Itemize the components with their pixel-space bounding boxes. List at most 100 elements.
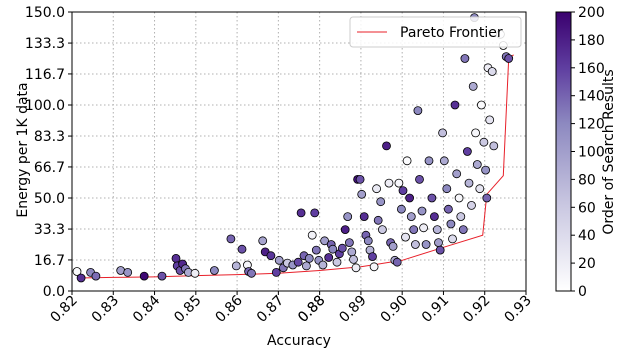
- data-point: [171, 253, 181, 263]
- data-point: [476, 100, 486, 110]
- data-point: [489, 141, 499, 151]
- y-tick-label: 66.7: [34, 160, 65, 176]
- data-point: [332, 257, 342, 267]
- data-point: [91, 271, 101, 281]
- data-point: [487, 67, 497, 76]
- data-point: [452, 169, 462, 179]
- data-point: [266, 251, 276, 261]
- data-point: [357, 189, 367, 199]
- data-point: [429, 212, 439, 222]
- data-point: [293, 257, 303, 267]
- colorbar-gradient: [555, 11, 572, 292]
- pareto-frontier-line: [78, 54, 514, 279]
- data-point: [355, 174, 365, 184]
- data-point: [504, 54, 514, 63]
- data-point: [369, 262, 379, 272]
- data-point: [410, 240, 420, 249]
- data-point: [351, 263, 361, 273]
- colorbar-tick-label: 140: [578, 89, 605, 105]
- data-point: [139, 271, 149, 281]
- data-point: [413, 106, 423, 115]
- data-point: [396, 204, 406, 214]
- data-point: [320, 236, 330, 246]
- colorbar-tick-label: 200: [578, 5, 605, 21]
- data-point: [307, 230, 317, 240]
- data-point: [76, 273, 86, 283]
- data-point: [446, 219, 456, 229]
- data-point: [427, 193, 437, 203]
- legend: Pareto Frontier: [349, 16, 522, 48]
- x-tick-label: 0.93: [501, 293, 534, 326]
- y-tick-label: 133.3: [25, 36, 65, 52]
- colorbar-tick-label: 80: [578, 172, 596, 188]
- x-tick-label: 0.91: [419, 293, 452, 326]
- x-axis-title: Accuracy: [267, 333, 331, 349]
- data-point: [209, 266, 219, 275]
- data-point: [409, 225, 419, 235]
- data-point: [388, 241, 398, 251]
- data-point: [398, 186, 408, 196]
- data-point: [347, 247, 357, 257]
- data-point: [438, 128, 448, 138]
- data-point: [237, 244, 247, 254]
- data-point: [157, 271, 167, 281]
- colorbar-tick-label: 60: [578, 200, 596, 216]
- data-point: [392, 257, 402, 267]
- data-point: [231, 261, 241, 271]
- data-point: [405, 193, 415, 203]
- grid: [71, 11, 527, 292]
- x-tick-label: 0.86: [213, 292, 246, 325]
- data-point: [311, 245, 321, 255]
- data-point: [460, 54, 470, 63]
- x-tick-label: 0.85: [171, 293, 204, 326]
- data-point: [368, 252, 377, 262]
- data-point: [349, 254, 358, 264]
- data-point: [377, 225, 387, 235]
- data-point: [343, 212, 353, 222]
- colorbar-tick-label: 120: [578, 117, 605, 133]
- data-point: [271, 267, 281, 277]
- frontier-layer: [78, 54, 514, 279]
- points-layer: [72, 13, 514, 283]
- data-point: [304, 253, 314, 263]
- colorbar-tick-label: 0: [578, 284, 587, 300]
- data-point: [401, 232, 410, 242]
- colorbar-tick-label: 100: [578, 145, 605, 161]
- x-tick-label: 0.89: [336, 293, 369, 326]
- data-point: [301, 261, 311, 271]
- data-point: [456, 212, 466, 222]
- data-point: [454, 193, 464, 203]
- colorbar-tick-label: 160: [578, 61, 605, 77]
- data-point: [123, 267, 133, 277]
- y-tick-label: 116.7: [25, 67, 65, 83]
- legend-label: Pareto Frontier: [400, 25, 503, 41]
- data-point: [415, 174, 424, 184]
- data-point: [434, 238, 443, 248]
- y-tick-label: 150.0: [25, 5, 65, 21]
- data-point: [402, 156, 412, 166]
- data-point: [467, 200, 476, 210]
- data-point: [439, 156, 449, 166]
- y-tick-label: 33.3: [34, 222, 65, 238]
- data-point: [450, 100, 460, 110]
- data-point: [384, 178, 394, 188]
- x-tick-label: 0.90: [378, 293, 411, 326]
- y-tick-label: 0.0: [43, 284, 65, 300]
- data-point: [72, 267, 82, 276]
- data-point: [468, 82, 478, 91]
- colorbar-tick-label: 40: [578, 228, 596, 244]
- colorbar-tick-label: 180: [578, 33, 605, 49]
- data-point: [318, 260, 328, 270]
- x-tick-label: 0.83: [89, 293, 122, 326]
- x-tick-label: 0.92: [460, 293, 493, 326]
- data-point: [464, 178, 474, 188]
- data-point: [424, 156, 434, 166]
- data-point: [337, 243, 347, 253]
- data-point: [226, 234, 236, 244]
- data-point: [458, 225, 468, 235]
- data-point: [359, 212, 369, 222]
- data-point: [419, 223, 429, 233]
- plot-frame: [71, 11, 527, 292]
- data-point: [382, 141, 391, 151]
